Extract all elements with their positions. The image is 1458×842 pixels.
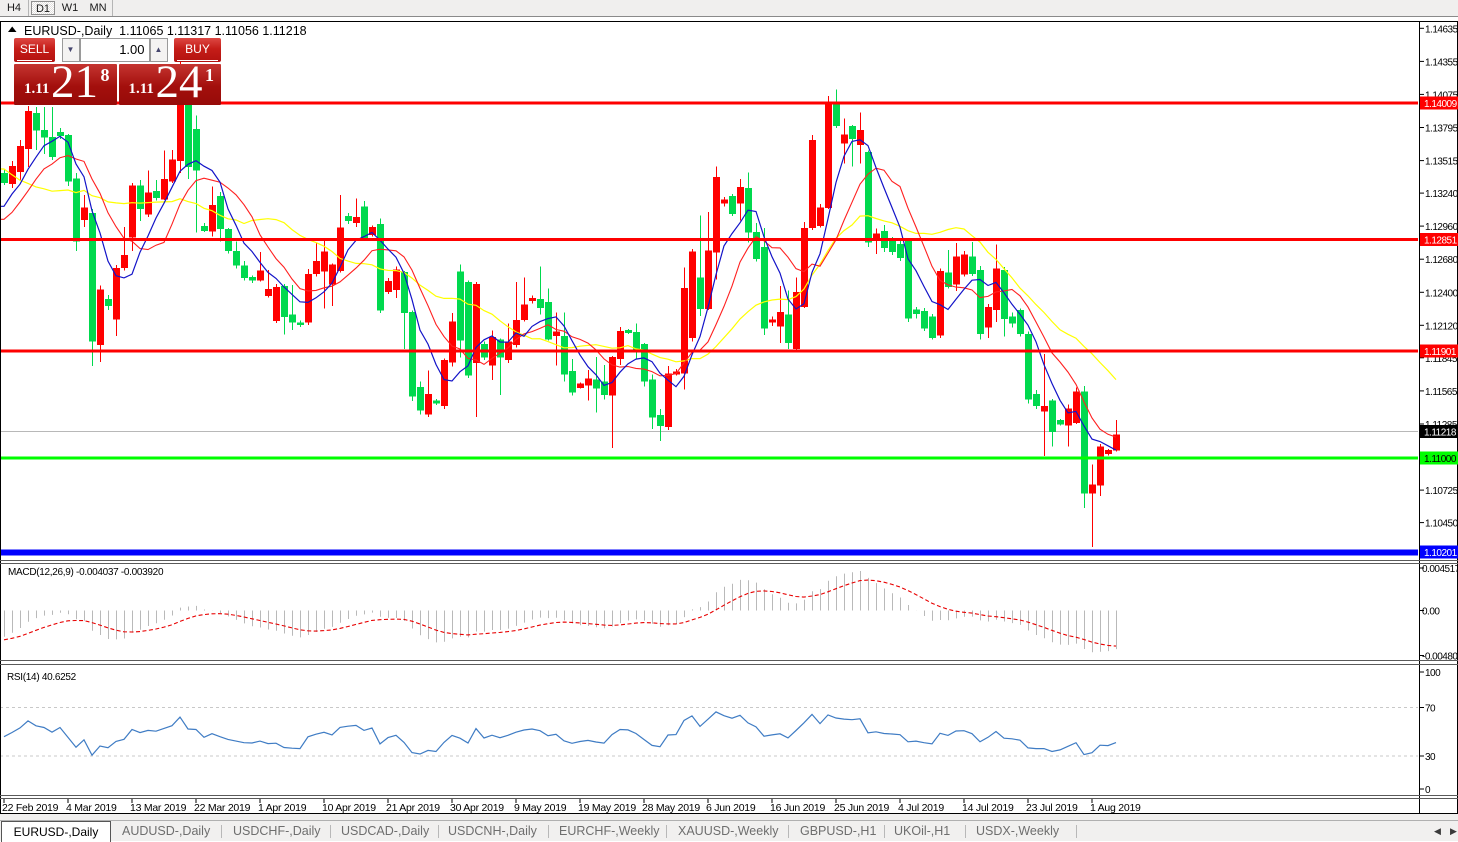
- svg-text:1.12960: 1.12960: [1425, 222, 1458, 233]
- svg-text:1.14009: 1.14009: [1424, 99, 1458, 110]
- svg-text:1.13515: 1.13515: [1425, 157, 1458, 168]
- svg-text:1.14075: 1.14075: [1425, 90, 1458, 101]
- svg-text:1 Aug 2019: 1 Aug 2019: [1090, 802, 1141, 814]
- svg-text:MACD(12,26,9) -0.004037 -0.003: MACD(12,26,9) -0.004037 -0.003920: [8, 567, 164, 578]
- svg-text:22 Feb 2019: 22 Feb 2019: [2, 802, 59, 814]
- svg-text:1.13240: 1.13240: [1425, 189, 1458, 200]
- svg-text:13 Mar 2019: 13 Mar 2019: [130, 802, 187, 814]
- svg-text:9 May 2019: 9 May 2019: [514, 802, 567, 814]
- svg-text:1.12851: 1.12851: [1424, 236, 1458, 247]
- svg-text:1.12120: 1.12120: [1425, 321, 1458, 332]
- svg-text:EURUSD-,Daily 1.11065 1.11317: EURUSD-,Daily 1.11065 1.11317 1.11056 1.…: [24, 24, 307, 38]
- svg-text:30 Apr 2019: 30 Apr 2019: [450, 802, 504, 814]
- svg-text:0: 0: [1425, 785, 1431, 796]
- svg-text:1 Apr 2019: 1 Apr 2019: [258, 802, 307, 814]
- svg-text:25 Jun 2019: 25 Jun 2019: [834, 802, 889, 814]
- svg-text:22 Mar 2019: 22 Mar 2019: [194, 802, 251, 814]
- svg-text:RSI(14) 40.6252: RSI(14) 40.6252: [7, 672, 77, 683]
- svg-text:10 Apr 2019: 10 Apr 2019: [322, 802, 376, 814]
- svg-text:1.13795: 1.13795: [1425, 124, 1458, 135]
- svg-text:1.14635: 1.14635: [1425, 24, 1458, 35]
- svg-text:1.12400: 1.12400: [1425, 288, 1458, 299]
- svg-text:1.11845: 1.11845: [1425, 354, 1458, 365]
- svg-text:6 Jun 2019: 6 Jun 2019: [706, 802, 756, 814]
- svg-text:1.11218: 1.11218: [1424, 428, 1457, 439]
- svg-text:21 Apr 2019: 21 Apr 2019: [386, 802, 440, 814]
- svg-text:1.11901: 1.11901: [1424, 347, 1457, 358]
- svg-text:1.10201: 1.10201: [1424, 548, 1458, 559]
- svg-text:19 May 2019: 19 May 2019: [578, 802, 636, 814]
- svg-text:1.14355: 1.14355: [1425, 57, 1458, 68]
- svg-text:23 Jul 2019: 23 Jul 2019: [1026, 802, 1078, 814]
- svg-text:1.10450: 1.10450: [1425, 519, 1458, 530]
- svg-text:14 Jul 2019: 14 Jul 2019: [962, 802, 1014, 814]
- svg-text:16 Jun 2019: 16 Jun 2019: [770, 802, 825, 814]
- svg-text:30: 30: [1425, 752, 1436, 763]
- svg-text:0.004517: 0.004517: [1422, 564, 1458, 575]
- svg-text:4 Mar 2019: 4 Mar 2019: [66, 802, 117, 814]
- svg-text:1.11565: 1.11565: [1425, 387, 1458, 398]
- svg-text:1.10725: 1.10725: [1425, 486, 1458, 497]
- svg-text:0.00: 0.00: [1422, 607, 1440, 618]
- svg-text:1.12680: 1.12680: [1425, 255, 1458, 266]
- svg-text:70: 70: [1425, 704, 1436, 715]
- svg-text:1.11000: 1.11000: [1424, 454, 1457, 465]
- svg-text:-0.00480: -0.00480: [1422, 652, 1458, 663]
- svg-text:100: 100: [1425, 668, 1441, 679]
- svg-text:28 May 2019: 28 May 2019: [642, 802, 700, 814]
- svg-text:4 Jul 2019: 4 Jul 2019: [898, 802, 944, 814]
